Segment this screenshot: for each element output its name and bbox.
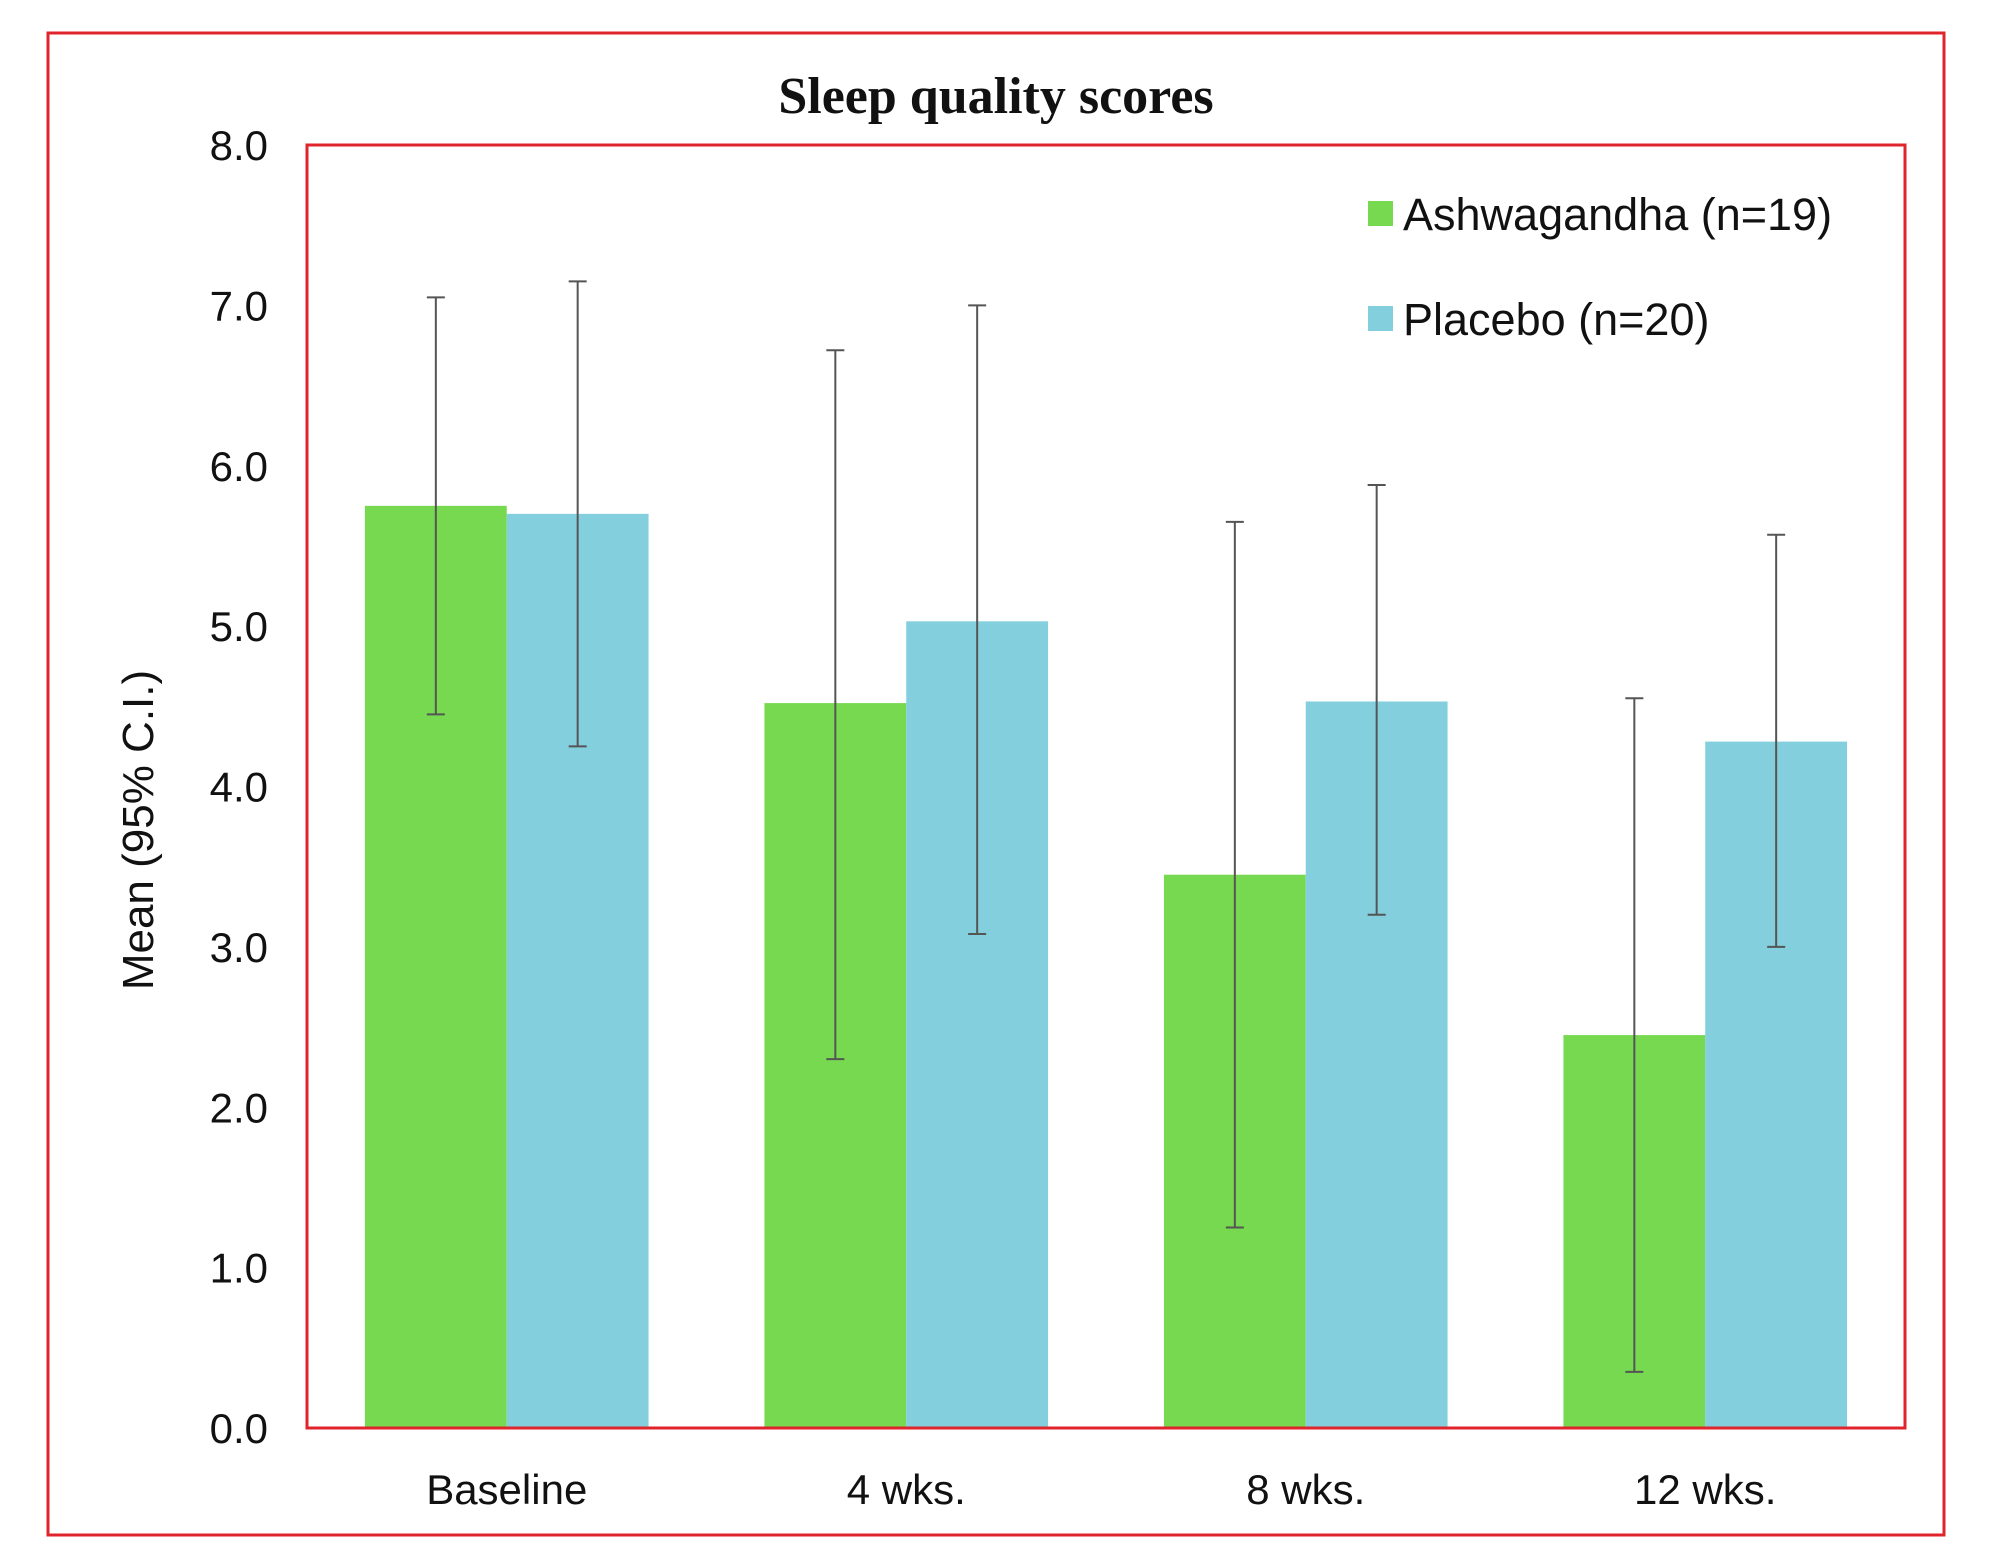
y-axis: 0.0 1.0 2.0 3.0 4.0 5.0 6.0 7.0 8.0: [210, 122, 268, 1452]
y-tick-label: 2.0: [210, 1084, 268, 1131]
x-tick-label: 8 wks.: [1246, 1466, 1365, 1513]
chart-title: Sleep quality scores: [778, 68, 1213, 125]
legend-swatch: [1368, 201, 1393, 226]
legend: Ashwagandha (n=19) Placebo (n=20): [1368, 189, 1832, 345]
x-tick-label: Baseline: [426, 1466, 587, 1513]
x-tick-label: 4 wks.: [847, 1466, 966, 1513]
y-tick-label: 6.0: [210, 443, 268, 490]
figure-frame: [46, 31, 1946, 1537]
legend-label: Ashwagandha (n=19): [1403, 189, 1832, 240]
y-tick-label: 7.0: [210, 282, 268, 329]
x-tick-label: 12 wks.: [1634, 1466, 1776, 1513]
y-tick-label: 5.0: [210, 603, 268, 650]
plot-frame: [305, 143, 1907, 1430]
legend-swatch: [1368, 306, 1393, 331]
legend-label: Placebo (n=20): [1403, 294, 1709, 345]
y-tick-label: 4.0: [210, 764, 268, 811]
y-tick-label: 0.0: [210, 1405, 268, 1452]
plot-area: [364, 280, 1848, 1428]
y-tick-label: 1.0: [210, 1245, 268, 1292]
y-axis-title: Mean (95% C.I.): [114, 670, 163, 990]
y-tick-label: 3.0: [210, 924, 268, 971]
y-tick-label: 8.0: [210, 122, 268, 169]
x-axis: Baseline 4 wks. 8 wks. 12 wks.: [426, 1466, 1776, 1513]
